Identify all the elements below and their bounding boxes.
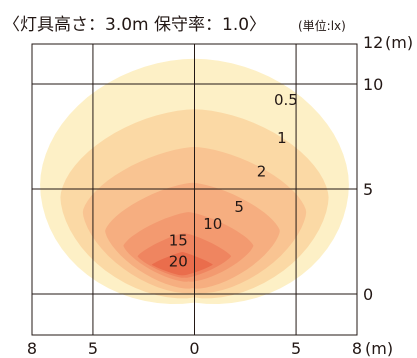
contour-label: 2 bbox=[257, 162, 267, 180]
contour-label: 0.5 bbox=[274, 91, 298, 109]
y-tick-label: 5 bbox=[363, 180, 373, 199]
chart-title: 〈灯具高さ：3.0m 保守率：1.0〉 bbox=[3, 15, 267, 35]
y-tick-label: 10 bbox=[363, 75, 383, 94]
y-unit-label: (m) bbox=[385, 33, 413, 52]
contour-label: 1 bbox=[277, 129, 287, 147]
y-tick-label: 12 bbox=[363, 33, 383, 52]
x-tick-label: 8 bbox=[352, 339, 362, 358]
unit-label: (単位:lx) bbox=[298, 19, 346, 33]
contour-label: 10 bbox=[203, 215, 222, 233]
y-tick-label: 0 bbox=[363, 285, 373, 304]
contour-area-20 bbox=[151, 252, 213, 276]
contour-label: 5 bbox=[234, 198, 244, 216]
contour-label: 15 bbox=[169, 232, 188, 250]
x-tick-label: 0 bbox=[189, 339, 199, 358]
grid-group bbox=[31, 43, 358, 336]
x-tick-label: 5 bbox=[291, 339, 301, 358]
x-tick-label: 8 bbox=[27, 339, 37, 358]
x-tick-label: 5 bbox=[88, 339, 98, 358]
x-unit-label: (m) bbox=[365, 339, 393, 358]
contour-label: 20 bbox=[169, 253, 188, 271]
